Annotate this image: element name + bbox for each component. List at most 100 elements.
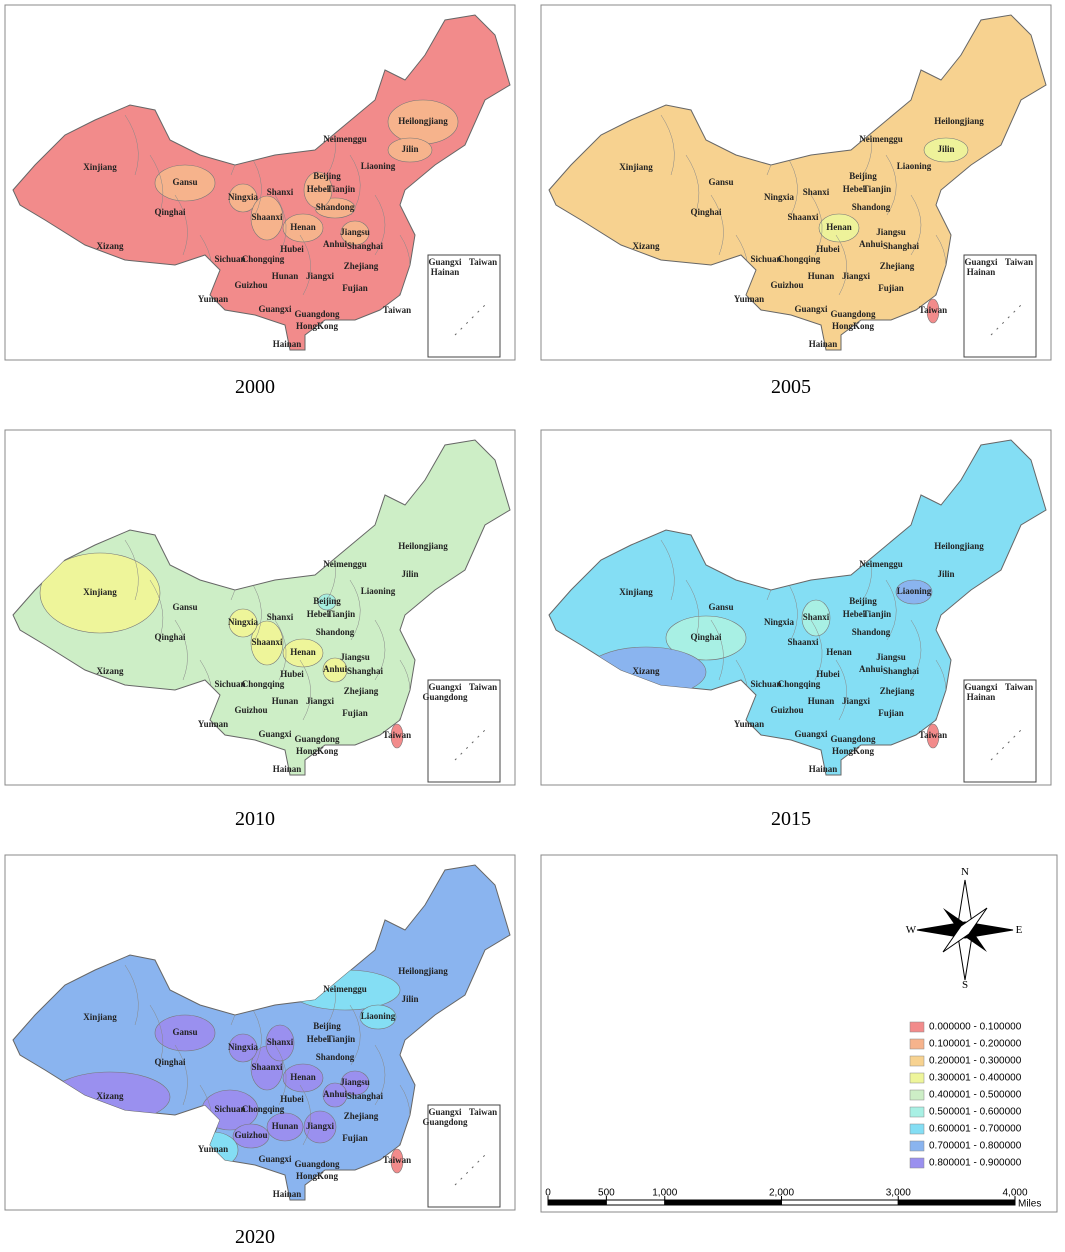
inset-label: Taiwan [469,682,497,692]
inset-frame [427,254,501,358]
province-border [124,539,139,601]
legend-swatch [909,1157,925,1169]
province-label: Shandong [316,202,355,212]
province-label: Hunan [808,696,835,706]
compass-letter: E [1016,924,1023,936]
province-region [232,1123,270,1149]
province-region [303,1110,337,1144]
province-label: Gansu [172,602,197,612]
province-region [250,620,284,666]
province-label: Xizang [97,666,125,676]
legend-swatch [909,1089,925,1101]
province-label: Qinghai [154,207,186,217]
map: Xinjiang Gansu Qinghai Xizang Ningxia Shaanxi… [12,14,511,358]
province-label: Yunnan [198,294,228,304]
province-label: Qinghai [690,632,722,642]
province-border [174,619,188,681]
province-label: Taiwan [919,305,947,315]
province-label: Hunan [808,271,835,281]
province-region [154,1014,216,1052]
province-border [349,579,361,641]
province-label: Guangdong [830,309,876,319]
legend-label: 0.500001 - 0.600000 [929,1107,1022,1118]
province-label: Ningxia [228,192,259,202]
province-label: Hunan [272,696,299,706]
province-label: Jilin [401,994,418,1004]
province-border [274,1044,287,1106]
province-label: Hainan [273,339,302,349]
legend-swatch [909,1072,925,1084]
year-label: 2010 [235,808,275,830]
province-label: Henan [290,647,316,657]
province-region [39,552,161,634]
province-region [154,164,216,202]
province-label: Hebei [307,184,330,194]
province-border [349,154,361,216]
province-label: Guizhou [770,705,803,715]
province-label: Fujian [342,283,368,293]
province-border [349,1004,361,1066]
province-border [124,114,139,176]
province-label: Guangdong [830,734,876,744]
inset-label: Hainan [967,267,996,277]
province-region [282,638,324,668]
province-region [895,579,933,605]
province-region [228,183,258,213]
legend-label: 0.600001 - 0.700000 [929,1124,1022,1135]
province-border [124,964,139,1026]
province-border [299,1084,312,1146]
inset-label: Hainan [431,267,460,277]
scale-label: 2,000 [769,1188,794,1199]
province-label: Jilin [401,569,418,579]
province-border [910,194,922,256]
scale-segment [897,1199,1016,1206]
legend-swatch [909,1021,925,1033]
province-label: Yunnan [198,719,228,729]
province-label: Anhui [323,239,348,249]
province-label: Ningxia [764,192,795,202]
province-label: Taiwan [919,730,947,740]
province-border [835,234,848,296]
province-border [685,154,700,216]
province-label: Chongqing [242,679,285,689]
province-label: Shaanxi [787,212,819,222]
province-region [282,1063,324,1093]
province-label: Guangxi [794,304,828,314]
inset-label: Taiwan [469,1107,497,1117]
province-border [299,659,312,721]
province-label: Shanxi [267,1037,294,1047]
province-label: Guangdong [294,309,340,319]
province-label: Taiwan [383,305,411,315]
province-label: Jilin [937,569,954,579]
province-label: Shanghai [347,241,384,251]
province-label: Beijing [313,596,341,606]
legend-swatch [909,1038,925,1050]
scale-segment [781,1199,899,1206]
compass-diag [942,907,988,953]
province-label: Heilongjiang [398,116,448,126]
province-label: Gansu [172,177,197,187]
inset-frame [427,679,501,783]
province-label: Ningxia [228,617,259,627]
province-label: Shaanxi [787,637,819,647]
province-border [374,194,386,256]
province-border [660,539,675,601]
province-label: Shaanxi [251,1062,283,1072]
province-region [818,213,860,243]
scale-segment [664,1199,782,1206]
province-label: Anhui [323,664,348,674]
province-label: Shanxi [803,187,830,197]
scale-label: 4,000 [1002,1188,1027,1199]
province-border [174,194,188,256]
province-label: HongKong [296,1171,339,1181]
province-label: Hubei [816,244,840,254]
province-label: Yunnan [198,1144,228,1154]
province-region [390,723,404,749]
inset-label: Guangxi [964,682,998,692]
inset-frame [427,1104,501,1208]
province-label: Guizhou [234,705,267,715]
legend-label: 0.200001 - 0.300000 [929,1056,1022,1067]
province-label: Xinjiang [83,162,117,172]
